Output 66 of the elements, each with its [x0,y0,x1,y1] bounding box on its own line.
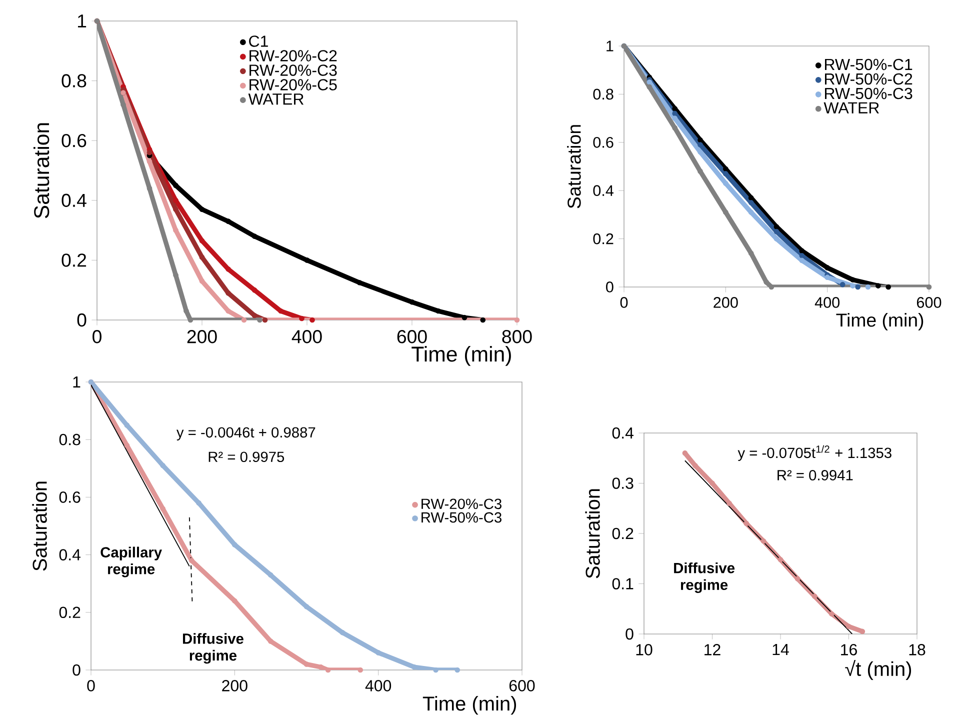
x-tick-label: 200 [187,330,217,344]
x-axis-title: Time (min) [422,696,516,715]
x-tick-label: 0 [92,330,102,344]
y-tick-label: 0.1 [612,578,634,590]
y-tick-label: 0.2 [612,528,634,540]
annotation: R² = 0.9975 [208,452,284,462]
x-axis-title: Time (min) [836,313,924,330]
annotation: Capillary regime [100,546,162,578]
y-tick-label: 0.4 [62,194,86,208]
legend-label: RW-50%-C2 [825,73,912,85]
annotation: R² = 0.9941 [778,470,853,480]
x-tick-label: 400 [365,680,392,692]
x-tick-label: 600 [509,680,535,692]
x-axis-title: √t (min) [845,660,912,680]
y-tick-label: 1 [78,14,86,28]
y-tick-label: 0.2 [59,606,80,618]
y-tick-label: 0.2 [593,233,614,244]
y-tick-label: 0.4 [593,185,614,196]
x-axis-title: Time (min) [412,346,511,366]
x-tick-label: 600 [916,297,942,308]
x-tick-label: 800 [502,330,532,344]
x-tick-label: 400 [292,330,322,344]
legend-label: RW-50%-C1 [825,58,912,70]
x-tick-label: 200 [714,297,738,308]
x-tick-label: 10 [636,644,652,656]
annotation: y = -0.0046t + 0.9887 [176,427,316,440]
y-tick-label: 0.4 [612,427,634,439]
y-tick-label: 1 [606,40,614,52]
x-tick-label: 14 [772,644,789,656]
y-tick-label: 0.8 [593,88,614,100]
y-tick-label: 0 [72,664,80,676]
legend-label: RW-20%-C5 [250,79,337,90]
y-tick-label: 0 [626,628,634,640]
legend-label: WATER [248,94,304,105]
x-tick-label: 12 [704,644,720,656]
x-tick-label: 0 [87,680,95,692]
annotation: Diffusive regime [182,633,244,664]
x-tick-label: 400 [814,297,840,308]
legend-label: RW-50%-C3 [422,512,502,523]
y-tick-label: 0.3 [612,478,634,489]
x-tick-label: 600 [397,330,427,344]
legend-label: RW-20%-C3 [250,64,337,76]
legend-label: RW-50%-C3 [825,88,912,100]
y-axis-title: Saturation [585,489,600,578]
y-axis-title: Saturation [32,482,47,571]
legend-label: WATER [824,102,879,114]
y-tick-label: 0.4 [59,549,80,560]
legend-label: C1 [249,36,268,47]
x-tick-label: 200 [222,680,248,692]
annotation: y = -0.0705t$^{1/2}$ + 1.1353 [738,445,892,461]
y-tick-label: 0.6 [62,134,86,148]
y-axis-title: Saturation [34,123,50,218]
y-axis-title: Saturation [567,125,581,208]
y-tick-label: 0 [77,313,86,327]
y-tick-label: 0.6 [593,136,614,148]
annotation: Diffusive regime [674,562,735,593]
legend-label: RW-20%-C3 [422,498,502,510]
y-tick-label: 0.8 [59,434,80,446]
legend-label: RW-20%-C2 [250,50,337,62]
x-tick-label: 18 [909,644,926,656]
x-tick-label: 16 [841,644,857,656]
y-tick-label: 0.2 [62,254,86,267]
y-tick-label: 0.6 [59,492,80,503]
y-tick-label: 1 [73,376,80,388]
y-tick-label: 0.8 [62,74,86,88]
y-tick-label: 0 [606,282,614,292]
